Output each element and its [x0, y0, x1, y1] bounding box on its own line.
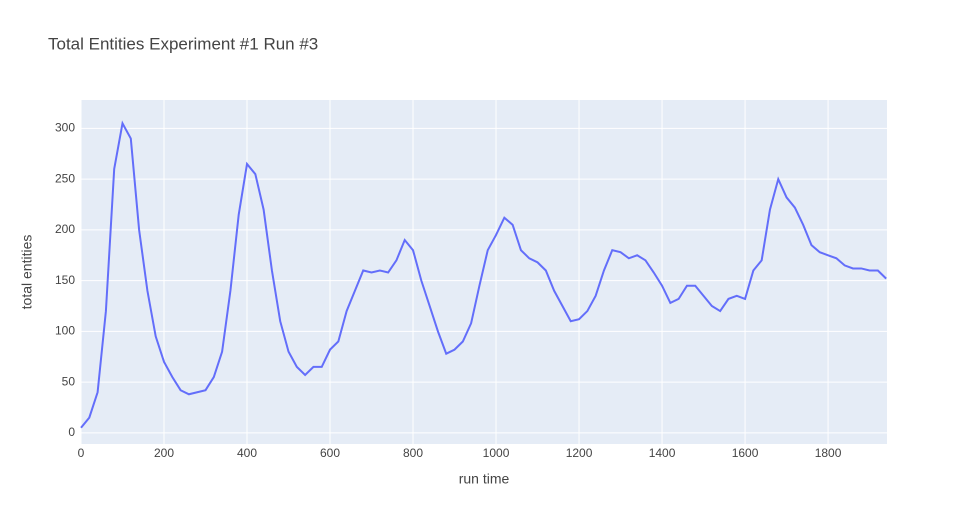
- x-tick-label: 200: [154, 446, 174, 460]
- x-tick-label: 1200: [566, 446, 593, 460]
- y-tick-label: 150: [55, 273, 75, 287]
- y-tick-label: 0: [68, 425, 75, 439]
- y-tick-label: 200: [55, 222, 75, 236]
- y-axis-label: total entities: [19, 235, 35, 310]
- x-tick-label: 1400: [649, 446, 676, 460]
- plot-area: [81, 100, 887, 444]
- x-tick-label: 0: [78, 446, 85, 460]
- x-tick-label: 1800: [815, 446, 842, 460]
- data-line: [80, 120, 887, 429]
- x-tick-label: 1600: [732, 446, 759, 460]
- chart-title: Total Entities Experiment #1 Run #3: [48, 34, 318, 53]
- x-tick-label: 800: [403, 446, 423, 460]
- y-tick-label: 50: [62, 374, 76, 388]
- y-tick-label: 250: [55, 171, 75, 185]
- y-tick-label: 300: [55, 121, 75, 135]
- x-tick-label: 1000: [483, 446, 510, 460]
- x-tick-label: 400: [237, 446, 257, 460]
- x-tick-label: 600: [320, 446, 340, 460]
- y-tick-label: 100: [55, 324, 75, 338]
- x-axis-label: run time: [459, 471, 510, 487]
